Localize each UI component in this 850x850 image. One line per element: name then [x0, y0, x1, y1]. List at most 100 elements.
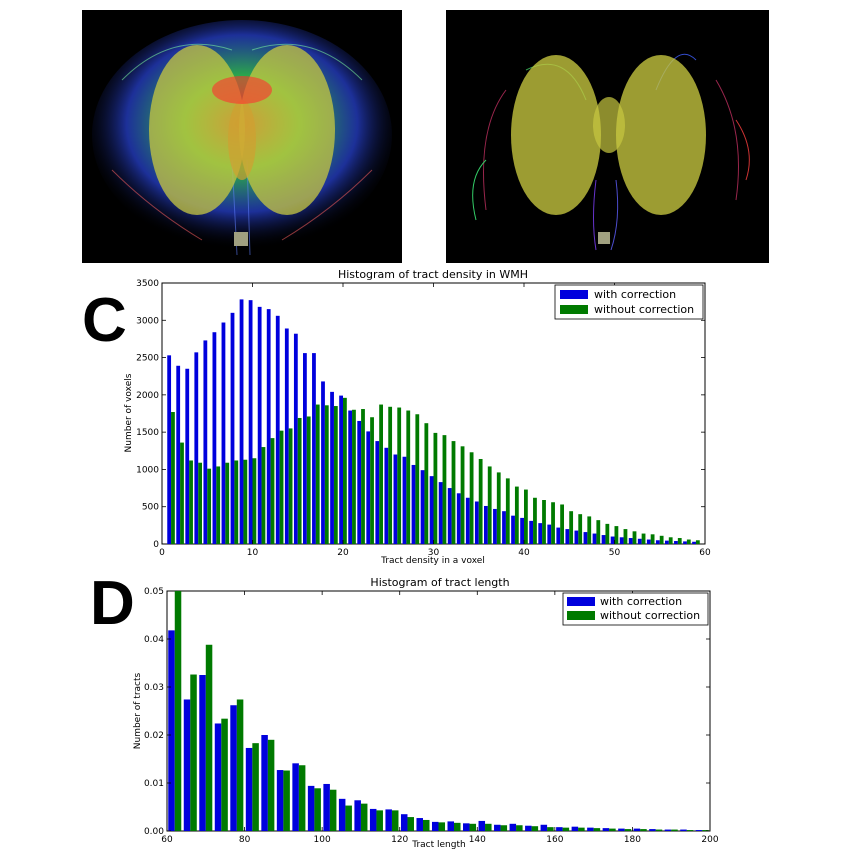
c-bar-with-0: [167, 355, 172, 544]
d-bar-with-4: [230, 705, 237, 831]
c-bar-with-22: [366, 431, 371, 544]
c-bar-without-43: [560, 504, 564, 544]
d-bar-with-11: [338, 798, 346, 831]
d-bar-with-0: [168, 630, 175, 831]
c-bar-without-3: [198, 462, 202, 544]
chart-c-plot-area: [161, 282, 706, 545]
d-bar-with-21: [494, 824, 501, 831]
d-bar-with-29: [618, 828, 625, 831]
d-bar-without-25: [562, 827, 570, 831]
c-bar-with-36: [493, 508, 497, 544]
c-bar-with-39: [520, 517, 524, 544]
d-bar-with-27: [587, 827, 594, 831]
c-ytick-label-6: 3000: [136, 316, 159, 326]
c-bar-with-37: [502, 511, 506, 544]
d-bar-with-9: [307, 785, 315, 831]
d-bar-without-22: [516, 825, 523, 831]
c-bar-with-35: [484, 505, 488, 544]
c-bar-with-55: [665, 540, 669, 544]
c-bar-with-46: [583, 532, 588, 544]
d-ytick-label-1: 0.01: [144, 779, 164, 789]
c-bar-with-44: [565, 529, 570, 544]
d-bar-with-26: [571, 826, 579, 831]
c-bar-without-28: [424, 423, 429, 544]
c-bar-with-56: [674, 541, 678, 544]
d-ytick-label-0: 0.00: [144, 827, 164, 837]
d-bar-without-31: [655, 829, 663, 831]
tractography-image-b: [446, 10, 769, 263]
c-bar-with-45: [574, 530, 579, 544]
c-bar-without-9: [252, 458, 257, 544]
chart-c-legend-swatch-with: [560, 290, 588, 299]
c-bar-without-45: [578, 514, 583, 544]
d-bar-with-17: [431, 821, 439, 831]
d-xtick-label-6: 180: [624, 835, 641, 845]
c-xtick-label-2: 20: [337, 548, 349, 558]
d-bar-with-24: [540, 824, 548, 831]
chart-d-legend-swatch-without: [567, 611, 595, 620]
d-xtick-label-1: 80: [239, 835, 251, 845]
c-ytick-label-5: 2500: [136, 354, 159, 364]
c-bar-without-14: [297, 417, 302, 544]
d-bar-with-1: [183, 699, 191, 831]
c-bar-without-16: [315, 404, 320, 544]
c-bar-without-41: [542, 500, 546, 544]
d-bar-with-16: [416, 818, 423, 831]
d-ytick-label-2: 0.02: [144, 731, 164, 741]
d-bar-with-5: [245, 747, 253, 831]
c-bar-without-55: [668, 537, 673, 544]
panel-d-label: D: [90, 569, 135, 638]
c-bar-with-33: [465, 497, 470, 544]
c-bar-without-48: [605, 523, 610, 544]
c-xtick-label-1: 10: [247, 548, 259, 558]
d-bar-without-12: [360, 803, 368, 831]
d-bar-without-20: [485, 823, 492, 831]
d-bar-with-6: [261, 735, 268, 831]
d-bar-without-9: [314, 788, 321, 831]
c-bar-without-57: [686, 539, 691, 544]
c-bar-without-50: [623, 529, 628, 544]
c-bar-with-42: [547, 524, 552, 544]
d-xtick-label-7: 200: [701, 835, 718, 845]
c-bar-without-0: [171, 412, 175, 544]
d-bar-with-8: [292, 763, 299, 831]
chart-d-ylabel: Number of tracts: [133, 672, 143, 749]
d-xtick-label-3: 120: [391, 835, 408, 845]
c-bar-with-52: [637, 538, 642, 544]
chart-c-legend: with correction without correction: [554, 284, 704, 320]
c-bar-without-30: [442, 435, 447, 544]
c-bar-without-29: [433, 432, 438, 544]
c-bar-without-31: [451, 441, 456, 544]
c-ytick-label-2: 1000: [136, 465, 159, 475]
c-bar-without-19: [343, 397, 347, 544]
d-bar-without-3: [221, 718, 228, 831]
c-bar-without-58: [695, 540, 700, 544]
d-bar-with-22: [509, 823, 517, 831]
c-bar-with-53: [646, 539, 651, 544]
c-bar-with-5: [212, 332, 217, 544]
c-bar-with-47: [592, 533, 597, 544]
c-bar-without-53: [650, 534, 655, 544]
d-bar-with-13: [369, 808, 377, 831]
c-bar-with-14: [293, 333, 298, 544]
d-xtick-label-5: 160: [546, 835, 563, 845]
c-bar-without-12: [279, 430, 284, 544]
chart-d-legend-without: without correction: [600, 609, 700, 622]
c-bar-without-51: [632, 531, 637, 544]
d-bar-without-27: [593, 828, 601, 831]
chart-d-legend-swatch-with: [567, 597, 595, 606]
d-bar-without-16: [422, 819, 430, 831]
d-bar-with-10: [323, 783, 330, 831]
d-bar-without-14: [391, 810, 399, 831]
c-bar-without-34: [478, 458, 483, 544]
c-bar-without-39: [524, 489, 528, 544]
c-bar-without-15: [306, 416, 311, 544]
c-bar-with-29: [429, 476, 434, 544]
c-bar-with-54: [655, 540, 660, 544]
c-bar-with-6: [221, 322, 226, 544]
d-bar-without-0: [174, 591, 182, 831]
d-bar-with-32: [664, 829, 672, 831]
c-bar-with-24: [384, 447, 389, 544]
c-bar-without-22: [370, 417, 374, 544]
d-bar-without-17: [438, 822, 446, 831]
